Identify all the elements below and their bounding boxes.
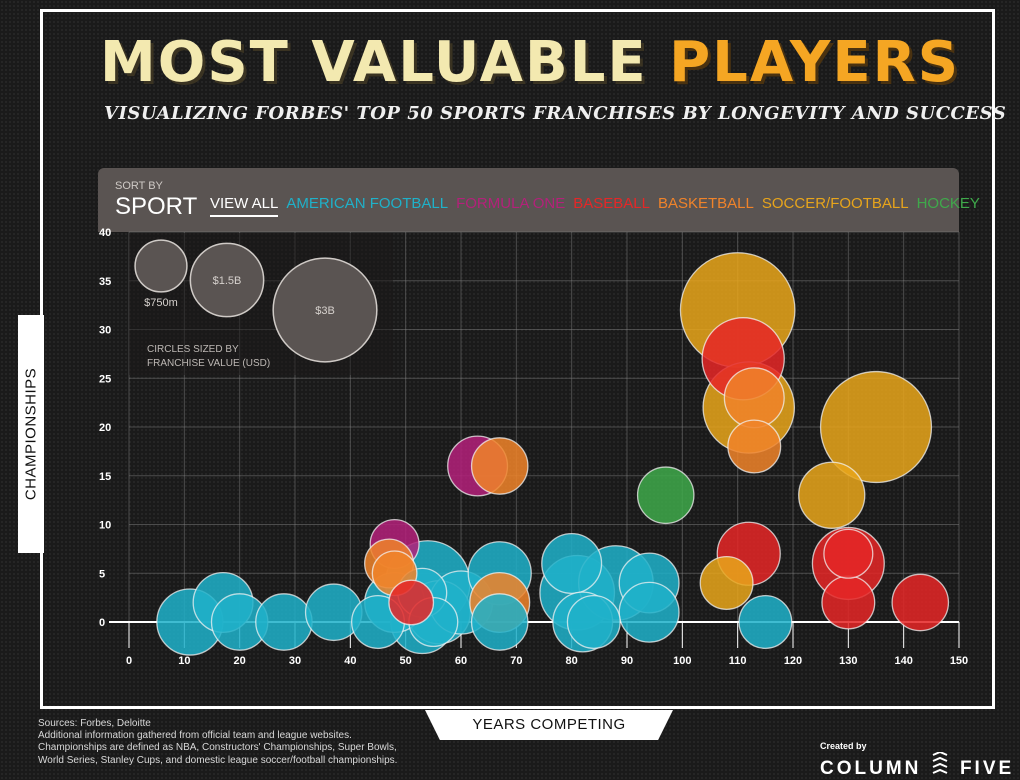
x-axis-label: YEARS COMPETING — [472, 716, 626, 733]
legend-circle — [134, 239, 188, 293]
bubble-soccer — [699, 555, 754, 611]
x-tick-label: 100 — [673, 655, 691, 667]
bubble-hockey — [636, 466, 695, 525]
y-tick-label: 0 — [99, 617, 105, 629]
y-axis-label-box: CHAMPIONSHIPS — [18, 315, 44, 553]
filter-basketball[interactable]: BASKETBALL — [657, 195, 754, 212]
legend-size-label: $750m — [144, 297, 178, 309]
bubble-basketball — [470, 437, 529, 495]
x-tick-label: 20 — [234, 655, 246, 667]
source-line: Sources: Forbes, Deloitte — [38, 718, 151, 729]
filter-hockey[interactable]: HOCKEY — [916, 195, 980, 212]
credit-right-word: FIVE — [959, 758, 1015, 779]
bubble-baseball — [891, 573, 950, 632]
filter-american-football[interactable]: AMERICAN FOOTBALL — [286, 195, 449, 212]
sources-note: Sources: Forbes, Deloitte Additional inf… — [38, 718, 397, 767]
size-legend: CIRCLES SIZED BY FRANCHISE VALUE (USD) $… — [134, 239, 378, 369]
x-tick-label: 50 — [400, 655, 412, 667]
bubble-baseball — [823, 528, 874, 579]
bubble-football — [470, 593, 529, 651]
bubble-basketball — [727, 419, 782, 474]
sport-filters: VIEW ALL AMERICAN FOOTBALL FORMULA ONE B… — [210, 195, 980, 217]
bubble-soccer — [819, 370, 933, 484]
legend-circle — [189, 242, 265, 318]
bubble-basketball — [723, 367, 785, 429]
source-line: Additional information gathered from off… — [38, 730, 352, 742]
bubble-soccer — [798, 461, 866, 529]
bubble-football — [738, 594, 793, 650]
x-tick-label: 90 — [621, 655, 633, 667]
x-tick-label: 10 — [178, 655, 190, 667]
page-title: MOST VALUABLE PLAYERS — [100, 30, 970, 96]
x-tick-label: 70 — [510, 655, 522, 667]
x-tick-label: 0 — [126, 655, 132, 667]
y-tick-label: 35 — [99, 276, 111, 288]
x-tick-label: 30 — [289, 655, 301, 667]
x-tick-label: 80 — [566, 655, 578, 667]
bubble-football — [618, 581, 680, 643]
sort-by-label: SORT BY — [115, 180, 163, 192]
filter-baseball[interactable]: BASEBALL — [573, 195, 650, 212]
bubble-baseball — [388, 579, 435, 626]
y-tick-label: 15 — [99, 471, 111, 483]
y-tick-label: 30 — [99, 325, 111, 337]
x-tick-label: 120 — [784, 655, 802, 667]
source-line: World Series, Stanley Cups, and domestic… — [38, 754, 398, 766]
y-tick-label: 10 — [99, 520, 111, 532]
column-five-mark-icon — [930, 750, 952, 780]
y-tick-label: 5 — [99, 568, 105, 580]
legend-note-line-1: CIRCLES SIZED BY — [147, 344, 239, 355]
x-tick-label: 150 — [950, 655, 968, 667]
y-tick-label: 25 — [99, 373, 111, 385]
title-part-1: MOST VALUABLE — [100, 30, 648, 95]
x-tick-label: 130 — [839, 655, 857, 667]
filter-formula-one[interactable]: FORMULA ONE — [456, 195, 566, 212]
sort-heading: SPORT — [115, 193, 198, 220]
credit-left-word: COLUMN — [820, 758, 922, 779]
data-bubbles — [156, 252, 950, 656]
column-five-logo: COLUMN FIVE — [820, 750, 1015, 780]
bubble-baseball — [821, 575, 876, 630]
x-tick-label: 110 — [729, 655, 747, 667]
title-part-2: PLAYERS — [669, 30, 961, 95]
y-axis-label: CHAMPIONSHIPS — [22, 367, 40, 501]
filter-soccer-football[interactable]: SOCCER/FOOTBALL — [761, 195, 909, 212]
x-tick-label: 60 — [455, 655, 467, 667]
filter-view-all[interactable]: VIEW ALL — [210, 195, 279, 217]
x-axis-label-box: YEARS COMPETING — [425, 710, 673, 740]
bubble-football — [541, 532, 603, 595]
legend-circle — [272, 257, 378, 363]
credit-created-by: Created by — [820, 741, 867, 751]
y-tick-label: 20 — [99, 422, 111, 434]
source-line: Championships are defined as NBA, Constr… — [38, 742, 397, 754]
page-subtitle: VISUALIZING FORBES' TOP 50 SPORTS FRANCH… — [104, 103, 1007, 124]
y-tick-label: 40 — [99, 227, 111, 239]
x-tick-label: 40 — [344, 655, 356, 667]
sort-bar: SORT BY SPORT VIEW ALL AMERICAN FOOTBALL… — [98, 168, 980, 232]
legend-size-label: $3B — [315, 305, 335, 317]
x-tick-label: 140 — [894, 655, 912, 667]
bubble-football — [566, 594, 621, 650]
bubble-football — [255, 593, 313, 651]
legend-size-label: $1.5B — [213, 275, 242, 287]
legend-note-line-2: FRANCHISE VALUE (USD) — [147, 358, 270, 369]
